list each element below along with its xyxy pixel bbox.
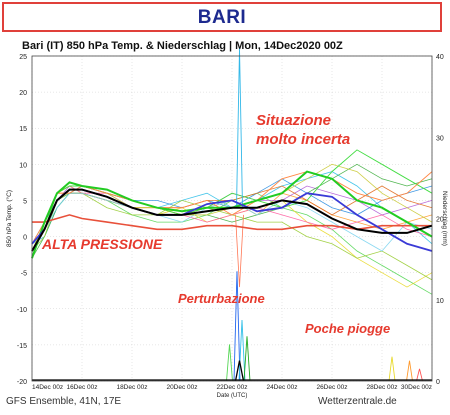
x-tick-label: 24Dec 00z [266, 384, 297, 391]
annotation-uncertain: Situazione molto incerta [256, 111, 350, 149]
banner: BARI [2, 2, 442, 32]
y2-tick-label: 20 [436, 217, 444, 224]
control-line [31, 170, 433, 259]
annotation-disturbance: Perturbazione [178, 291, 265, 306]
x-tick-label: 18Dec 00z [116, 384, 147, 391]
y2-tick-label: 10 [436, 298, 444, 305]
y-tick-label: 0 [23, 235, 27, 242]
annotation-uncertain-line2: molto incerta [256, 131, 351, 148]
precip-peak [243, 336, 251, 382]
annotation-uncertain-line1: Situazione [256, 112, 332, 129]
x-tick-label: 16Dec 00z [66, 384, 97, 391]
x-tick-label: 28Dec 00z [366, 384, 397, 391]
y-tick-label: 15 [19, 126, 27, 133]
precip-peak [388, 356, 396, 382]
temp-spike-line [236, 48, 243, 208]
y2-tick-label: 0 [436, 379, 440, 386]
precip-peak [226, 344, 233, 382]
y-tick-label: -10 [17, 307, 27, 314]
chart-title: Bari (IT) 850 hPa Temp. & Niederschlag |… [22, 40, 343, 52]
x-tick-label: 26Dec 00z [316, 384, 347, 391]
y-tick-label: -5 [21, 271, 27, 278]
precip-peak [233, 271, 241, 382]
y-tick-label: -15 [17, 343, 27, 350]
footer-site: Wetterzentrale.de [318, 396, 397, 407]
precip-peak [406, 360, 413, 382]
precipitation-bars [32, 271, 432, 382]
precip-peak [416, 368, 423, 382]
x-tick-label: 20Dec 00z [166, 384, 197, 391]
y-tick-label: 10 [19, 162, 27, 169]
y-tick-label: 5 [23, 198, 27, 205]
temp-dip-line [235, 214, 244, 288]
y2-tick-label: 30 [436, 135, 444, 142]
y2-tick-label: 40 [436, 54, 444, 61]
y-tick-label: 25 [19, 54, 27, 61]
plot-frame [31, 55, 433, 382]
chart-grid [31, 55, 433, 382]
banner-title: BARI [197, 7, 247, 28]
y-tick-label: 20 [19, 90, 27, 97]
y-tick-label: -20 [17, 379, 27, 386]
precip-mean-peak [234, 360, 245, 382]
x-axis-label: Date (UTC) [217, 393, 248, 399]
y-axis-label: 850 hPa Temp. (°C) [5, 190, 13, 247]
annotation-little-rain: Poche piogge [305, 321, 391, 336]
x-tick-label: 30Dec 00z [401, 384, 432, 391]
main-series [31, 170, 433, 259]
y2-axis-label: Niederschlag (mm) [441, 191, 448, 246]
footer-model: GFS Ensemble, 41N, 17E [6, 396, 122, 407]
x-tick-label: 22Dec 00z [216, 384, 247, 391]
ensemble-member-line [31, 171, 433, 245]
ensemble-mean-line [31, 188, 433, 252]
x-tick-label: 14Dec 00z [32, 384, 63, 391]
annotation-high-pressure: ALTA PRESSIONE [42, 236, 163, 252]
